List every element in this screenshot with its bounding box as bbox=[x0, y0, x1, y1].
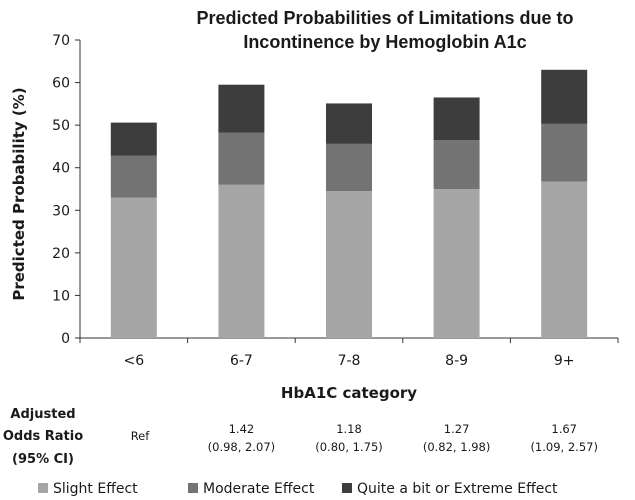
bar-segment bbox=[433, 97, 480, 141]
odds-ratio-header-line-1: Adjusted bbox=[10, 407, 75, 422]
x-tick-label: <6 bbox=[123, 353, 144, 369]
chart-title-line-2: Incontinence by Hemoglobin A1c bbox=[243, 32, 526, 52]
odds-ratio-table: Adjusted Odds Ratio (95% CI) Ref 1.42 (0.9… bbox=[3, 407, 598, 467]
legend-label: Quite a bit or Extreme Effect bbox=[357, 481, 558, 497]
odds-ratio-estimate: 1.67 bbox=[551, 422, 577, 436]
bar-segment bbox=[541, 181, 588, 338]
y-tick-label: 30 bbox=[52, 203, 70, 219]
odds-ratio-ci: (0.98, 2.07) bbox=[208, 440, 276, 454]
y-tick-label: 40 bbox=[52, 161, 70, 177]
bar-series-group bbox=[110, 69, 588, 338]
odds-ratio-header-line-2: Odds Ratio bbox=[3, 429, 83, 444]
bar-segment bbox=[326, 143, 372, 192]
legend-label: Moderate Effect bbox=[203, 481, 315, 497]
bar-segment bbox=[541, 123, 588, 182]
x-tick-label: 6-7 bbox=[230, 353, 253, 369]
chart-legend: Slight Effect Moderate Effect Quite a bit … bbox=[38, 481, 558, 497]
legend-label: Slight Effect bbox=[53, 481, 138, 497]
bar-segment bbox=[110, 122, 157, 156]
y-tick-label: 20 bbox=[52, 246, 70, 262]
bar-segment bbox=[541, 69, 588, 124]
odds-ratio-header-line-3: (95% CI) bbox=[12, 452, 74, 467]
y-axis-title: Predicted Probability (%) bbox=[10, 87, 28, 300]
odds-ratio-ci: (0.80, 1.75) bbox=[315, 440, 383, 454]
y-axis-ticks: 0 10 20 30 40 50 60 70 bbox=[52, 33, 80, 347]
x-axis-title: HbA1C category bbox=[281, 384, 417, 402]
odds-ratio-ci: (0.82, 1.98) bbox=[423, 440, 491, 454]
bar-segment bbox=[433, 189, 480, 338]
legend-swatch bbox=[38, 483, 48, 493]
bar-segment bbox=[110, 155, 157, 198]
legend-swatch bbox=[342, 483, 352, 493]
odds-ratio-estimate: Ref bbox=[131, 429, 151, 443]
y-tick-label: 0 bbox=[61, 331, 70, 347]
x-tick-label: 9+ bbox=[554, 353, 575, 369]
y-tick-label: 70 bbox=[52, 33, 70, 49]
bar-segment bbox=[326, 103, 372, 144]
y-tick-label: 10 bbox=[52, 288, 70, 304]
bar-segment bbox=[433, 140, 480, 189]
odds-ratio-estimate: 1.42 bbox=[229, 422, 255, 436]
bar-segment bbox=[218, 184, 265, 338]
bar-segment bbox=[110, 197, 157, 338]
bar-segment bbox=[218, 132, 265, 185]
chart-title-line-1: Predicted Probabilities of Limitations d… bbox=[196, 8, 573, 28]
x-tick-label: 7-8 bbox=[338, 353, 361, 369]
x-tick-label: 8-9 bbox=[445, 353, 468, 369]
bar-segment bbox=[326, 191, 372, 338]
bar-segment bbox=[218, 84, 265, 133]
odds-ratio-estimate: 1.18 bbox=[336, 422, 362, 436]
legend-swatch bbox=[188, 483, 198, 493]
y-tick-label: 50 bbox=[52, 118, 70, 134]
odds-ratio-ci: (1.09, 2.57) bbox=[530, 440, 598, 454]
chart-title: Predicted Probabilities of Limitations d… bbox=[196, 8, 573, 52]
y-tick-label: 60 bbox=[52, 76, 70, 92]
odds-ratio-estimate: 1.27 bbox=[444, 422, 470, 436]
x-axis-tick-labels: <6 6-7 7-8 8-9 9+ bbox=[79, 338, 619, 369]
